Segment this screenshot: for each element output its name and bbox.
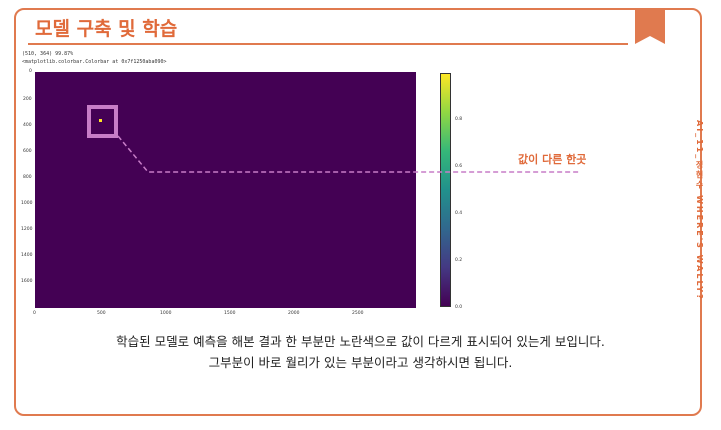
x-tick-label: 0 (33, 311, 36, 316)
y-tick-label: 1400 (21, 253, 33, 258)
y-tick-label: 1600 (21, 279, 33, 284)
x-tick-label: 1000 (160, 311, 172, 316)
output-line-1: (510, 364) 99.87% (22, 51, 74, 57)
x-tick-label: 2500 (352, 311, 364, 316)
detected-point (99, 119, 102, 122)
bookmark-icon (635, 8, 665, 44)
slide-title: 모델 구축 및 학습 (35, 18, 178, 40)
colorbar-tick-label: 0.2 (455, 258, 463, 263)
caption-line-2: 그부분이 바로 월리가 있는 부분이라고 생각하시면 됩니다. (208, 355, 513, 370)
heatmap-plot (35, 72, 416, 308)
colorbar-tick-label: 0.0 (455, 305, 463, 310)
callout-label: 값이 다른 한곳 (518, 153, 587, 166)
y-tick-label: 400 (23, 123, 32, 128)
x-tick-label: 1500 (224, 311, 236, 316)
title-underline (28, 43, 628, 45)
y-tick-label: 200 (23, 97, 32, 102)
slide-frame (14, 8, 702, 416)
x-tick-label: 500 (97, 311, 106, 316)
colorbar-tick-label: 0.8 (455, 117, 463, 122)
y-tick-label: 1000 (21, 201, 33, 206)
y-tick-label: 1200 (21, 227, 33, 232)
colorbar (440, 73, 451, 307)
caption-line-1: 학습된 모델로 예측을 해본 결과 한 부분만 노란색으로 값이 다르게 표시되… (116, 334, 605, 349)
y-tick-label: 600 (23, 149, 32, 154)
y-tick-label: 800 (23, 175, 32, 180)
side-label: AI_11_정현수 WHERE'S WALLY? (695, 120, 704, 301)
colorbar-tick-label: 0.4 (455, 211, 463, 216)
y-tick-label: 0 (29, 69, 32, 74)
colorbar-tick-label: 0.6 (455, 164, 463, 169)
output-line-2: <matplotlib.colorbar.Colorbar at 0x7f125… (22, 59, 167, 65)
x-tick-label: 2000 (288, 311, 300, 316)
highlight-box (87, 105, 118, 138)
